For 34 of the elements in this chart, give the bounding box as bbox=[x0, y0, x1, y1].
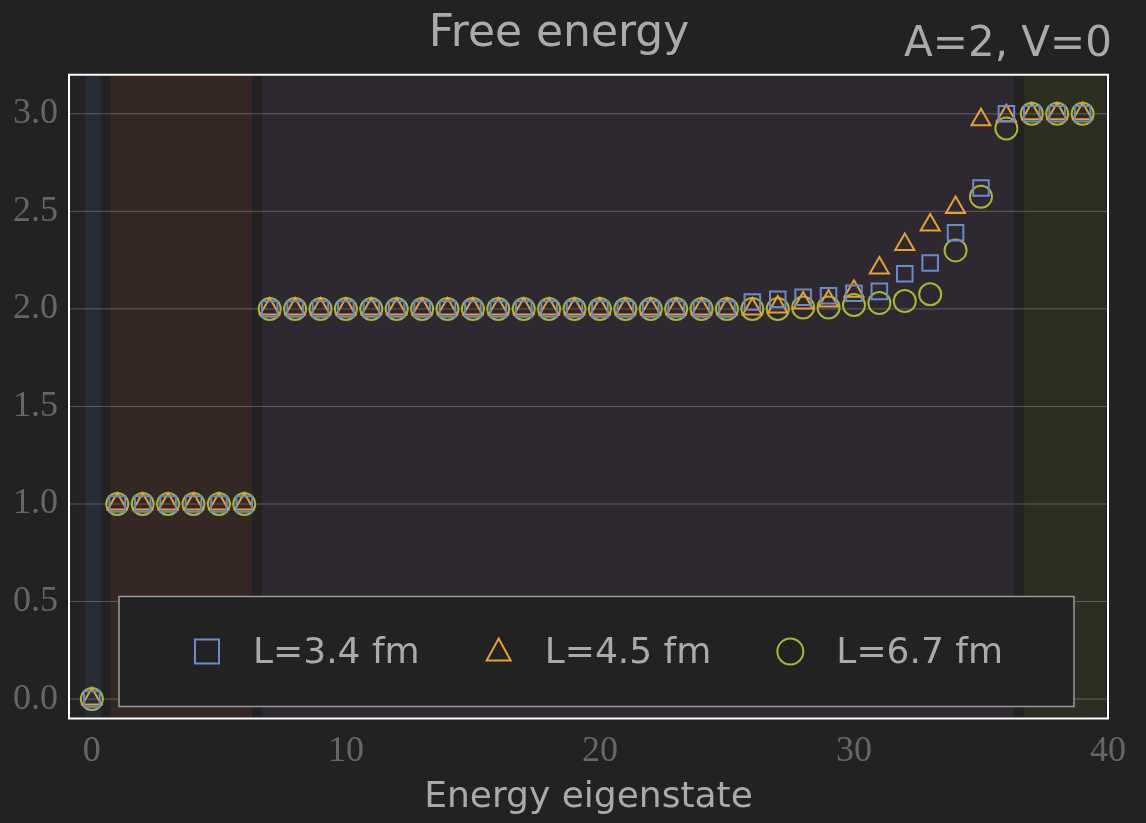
point bbox=[918, 282, 943, 307]
x-tick-label: 20 bbox=[581, 728, 618, 769]
point bbox=[968, 184, 993, 209]
point bbox=[895, 265, 914, 283]
x-tick-label: 40 bbox=[1090, 728, 1126, 769]
x-tick-label: 30 bbox=[835, 728, 872, 769]
y-tick-label: 0.5 bbox=[13, 579, 58, 619]
text: A=2, V=0 bbox=[904, 16, 1112, 66]
point bbox=[892, 289, 917, 314]
y-tick-label: 0.0 bbox=[13, 676, 58, 717]
point bbox=[943, 238, 968, 263]
point bbox=[768, 290, 787, 308]
legend-label: L=3.4 fm bbox=[253, 629, 420, 671]
y-tick-label: 2.0 bbox=[13, 286, 58, 327]
y-tick-label: 1.5 bbox=[13, 383, 58, 424]
legend-label: L=4.5 fm bbox=[544, 629, 712, 671]
point bbox=[921, 254, 939, 272]
x-tick-label: 0 bbox=[82, 728, 101, 769]
point bbox=[946, 224, 965, 242]
point bbox=[841, 293, 866, 318]
point bbox=[765, 296, 790, 321]
point bbox=[870, 282, 889, 301]
legend-label: L=6.7 fm bbox=[836, 629, 1004, 671]
point bbox=[740, 296, 765, 321]
y-tick-label: 2.5 bbox=[13, 188, 58, 229]
point bbox=[816, 295, 841, 320]
chart-title: Free energy bbox=[428, 4, 690, 56]
y-tick-label: 1.0 bbox=[13, 481, 58, 522]
x-tick-label: 10 bbox=[327, 728, 364, 769]
point bbox=[791, 295, 816, 320]
x-axis-title: Energy eigenstate bbox=[424, 773, 753, 815]
point bbox=[867, 291, 892, 316]
point bbox=[994, 116, 1019, 141]
y-tick-label: 3.0 bbox=[13, 91, 58, 132]
